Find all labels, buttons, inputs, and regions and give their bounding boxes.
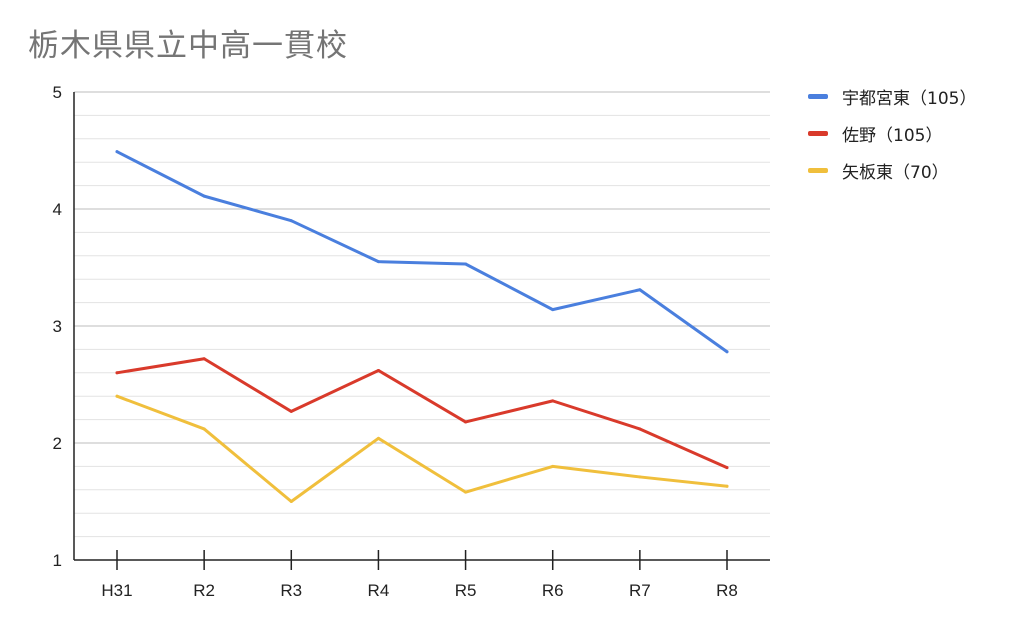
data-point-1-2 xyxy=(289,409,293,413)
y-tick-label: 5 xyxy=(53,83,62,102)
y-tick-label: 2 xyxy=(53,434,62,453)
y-tick-labels: 1 2 3 4 5 xyxy=(53,83,62,570)
x-tick-label: R4 xyxy=(368,581,390,600)
data-point-1-0 xyxy=(115,371,119,375)
data-point-0-7 xyxy=(725,350,729,354)
y-tick-label: 3 xyxy=(53,317,62,336)
data-point-1-4 xyxy=(464,420,468,424)
data-point-2-2 xyxy=(289,500,293,503)
data-point-0-0 xyxy=(115,150,119,154)
x-tick-label: R7 xyxy=(629,581,651,600)
x-tick-label: R2 xyxy=(193,581,215,600)
series-line-2 xyxy=(115,394,729,503)
data-point-2-5 xyxy=(551,464,555,468)
data-point-2-6 xyxy=(638,475,642,479)
data-point-0-3 xyxy=(376,260,380,264)
x-tick-label: H31 xyxy=(101,581,132,600)
data-point-2-0 xyxy=(115,394,119,398)
data-point-1-3 xyxy=(376,368,380,372)
y-tick-label: 1 xyxy=(53,551,62,570)
data-point-0-4 xyxy=(464,262,468,266)
data-point-0-6 xyxy=(638,288,642,292)
x-tick-label: R3 xyxy=(280,581,302,600)
data-point-2-4 xyxy=(464,490,468,494)
data-point-0-2 xyxy=(289,219,293,223)
legend-label-2: 矢板東（70） xyxy=(842,163,949,183)
series-line-1 xyxy=(115,357,729,470)
legend-swatch-1 xyxy=(808,131,828,136)
legend-item-1[interactable]: 佐野（105） xyxy=(808,115,976,152)
data-point-2-1 xyxy=(202,427,206,431)
data-point-1-1 xyxy=(202,357,206,361)
data-point-0-5 xyxy=(551,308,555,312)
data-point-1-5 xyxy=(551,399,555,403)
data-point-1-7 xyxy=(725,466,729,470)
legend-swatch-0 xyxy=(808,94,828,99)
x-tick-labels: H31 R2 R3 R4 R5 R6 R7 R8 xyxy=(101,581,737,600)
series-lines xyxy=(115,150,729,503)
legend-label-1: 佐野（105） xyxy=(842,126,943,146)
y-tick-label: 4 xyxy=(53,200,62,219)
data-point-2-3 xyxy=(376,436,380,440)
gridlines xyxy=(74,91,770,538)
legend-swatch-2 xyxy=(808,168,828,173)
chart-title: 栃木県県立中高一貫校 xyxy=(28,28,348,64)
x-tick-label: R5 xyxy=(455,581,477,600)
legend-label-0: 宇都宮東（105） xyxy=(842,89,977,109)
legend: 宇都宮東（105） 佐野（105） 矢板東（70） xyxy=(808,78,976,189)
legend-item-0[interactable]: 宇都宮東（105） xyxy=(808,78,976,115)
legend-item-2[interactable]: 矢板東（70） xyxy=(808,152,976,189)
data-point-1-6 xyxy=(638,427,642,431)
axes xyxy=(73,92,770,570)
x-tick-label: R8 xyxy=(716,581,738,600)
series-line-0 xyxy=(115,150,729,354)
x-tick-label: R6 xyxy=(542,581,564,600)
data-point-2-7 xyxy=(725,484,729,488)
data-point-0-1 xyxy=(202,194,206,198)
